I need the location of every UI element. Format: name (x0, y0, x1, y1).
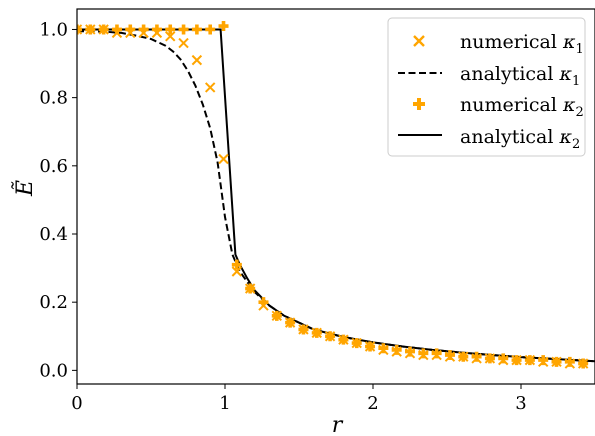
x-tick-label: 1 (219, 393, 230, 414)
legend-label-analytical-k1: analytical κ1 (460, 63, 580, 89)
data-point-plus (578, 358, 589, 369)
y-tick-label: 0.8 (39, 88, 68, 109)
data-point-x (77, 24, 83, 35)
data-point-plus (271, 310, 282, 321)
data-point-plus (444, 350, 455, 361)
legend-label-analytical-k2: analytical κ2 (460, 126, 580, 152)
series-line-1 (77, 30, 595, 363)
data-point-plus (351, 338, 362, 349)
legend-item-analytical-k2: analytical κ2 (398, 126, 580, 152)
data-point-plus (511, 355, 522, 366)
data-layer (77, 21, 595, 369)
data-point-plus (378, 343, 389, 354)
y-tick-label: 0.2 (39, 292, 68, 313)
data-point-plus (418, 348, 429, 359)
legend-label-numerical-k2: numerical κ2 (460, 94, 584, 120)
data-point-plus (98, 24, 109, 35)
data-point-x (204, 82, 216, 93)
data-point-plus (205, 24, 216, 35)
data-point-plus (538, 355, 549, 366)
data-point-plus (471, 351, 482, 362)
data-point-plus (405, 346, 415, 357)
axes: 0 1 2 3 0.0 0.2 0.4 0.6 0.8 1.0 (39, 8, 595, 414)
data-point-plus (231, 259, 242, 270)
data-point-plus (191, 24, 202, 35)
y-tick-label: 1.0 (39, 19, 68, 40)
data-point-plus (178, 24, 189, 35)
data-point-x (231, 266, 243, 277)
data-point-plus (311, 327, 322, 338)
data-point-plus (85, 24, 96, 35)
data-point-plus (285, 317, 296, 328)
data-point-plus (111, 24, 122, 35)
data-point-plus (564, 356, 575, 367)
x-tick-label: 3 (515, 393, 526, 414)
legend-item-analytical-k1: analytical κ1 (398, 63, 580, 89)
axes-frame (76, 8, 595, 385)
data-point-plus (325, 331, 336, 342)
data-point-plus (431, 348, 442, 359)
y-tick-label: 0.4 (39, 224, 68, 245)
data-point-plus (365, 341, 376, 352)
data-point-plus (258, 297, 269, 308)
plot-area (77, 21, 595, 369)
data-point-plus (524, 355, 535, 366)
data-point-plus (77, 24, 82, 35)
legend-label-numerical-k1: numerical κ1 (460, 31, 584, 57)
legend-frame (387, 17, 586, 157)
data-point-x (191, 54, 203, 66)
x-axis-label: r (332, 413, 344, 436)
y-tick-label: 0.6 (39, 156, 68, 177)
data-point-plus (138, 24, 149, 35)
legend-x-marker (413, 35, 425, 47)
data-point-plus (298, 324, 309, 335)
legend-item-numerical-k2: numerical κ2 (413, 94, 584, 120)
data-point-x (178, 37, 189, 49)
data-point-plus (391, 344, 402, 355)
data-point-plus (151, 24, 162, 35)
x-tick-label: 2 (367, 393, 378, 414)
x-tick-label: 0 (71, 393, 82, 414)
y-tick-label: 0.0 (39, 360, 68, 381)
data-point-plus (498, 353, 509, 364)
legend-plus-marker (413, 98, 425, 110)
legend: numerical κ1 analytical κ1 numerical κ2 … (387, 17, 586, 157)
data-point-plus (458, 351, 469, 362)
legend-item-numerical-k1: numerical κ1 (413, 31, 584, 57)
data-point-x (218, 153, 229, 165)
data-point-plus (484, 353, 495, 364)
data-point-plus (125, 24, 136, 35)
data-point-plus (165, 24, 176, 35)
data-point-x (165, 31, 176, 42)
data-point-plus (551, 356, 562, 367)
y-axis-label: Ẽ (10, 180, 38, 197)
data-point-plus (245, 283, 256, 294)
data-point-plus (218, 21, 229, 32)
data-point-plus (338, 334, 349, 345)
